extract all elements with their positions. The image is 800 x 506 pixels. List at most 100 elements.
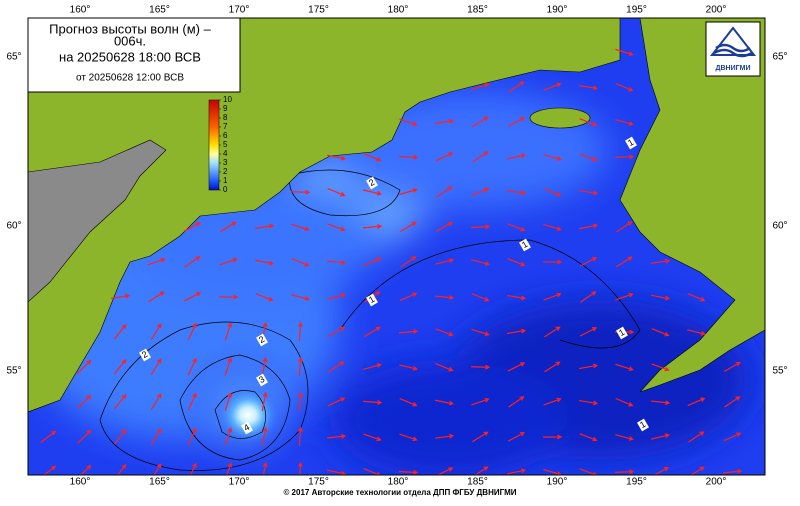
lat-label: 55° — [6, 366, 21, 377]
wave-arrow — [507, 432, 526, 442]
lon-label: 200° — [706, 477, 727, 488]
wave-arrow — [224, 357, 233, 376]
wave-arrow — [291, 294, 310, 301]
wave-arrow — [579, 468, 598, 475]
wave-arrow — [471, 397, 490, 406]
wave-arrow — [363, 468, 381, 475]
wave-arrow — [400, 256, 417, 268]
wave-arrow — [507, 468, 527, 475]
wave-arrow — [399, 397, 418, 407]
wave-arrow — [434, 295, 455, 301]
colorbar-label: 5 — [223, 140, 228, 149]
wave-arrow — [291, 257, 310, 267]
wave-arrow — [471, 259, 490, 266]
wave-arrow — [224, 322, 233, 341]
wave-arrow — [77, 429, 92, 444]
wave-arrow — [363, 433, 382, 442]
colorbar-label: 2 — [223, 167, 228, 176]
footer: © 2017 Авторские технологии отдела ДПП Ф… — [283, 488, 516, 497]
lon-label: 160° — [70, 477, 91, 488]
title-line: Прогноз высоты волн (м) – — [49, 21, 211, 36]
wave-arrow — [508, 81, 525, 93]
wave-arrow — [434, 118, 455, 124]
wave-arrow — [399, 118, 418, 127]
wave-arrow — [436, 186, 453, 198]
contour-label: 4 — [242, 422, 251, 433]
wave-arrow — [363, 326, 381, 338]
wave-arrow — [297, 391, 303, 412]
wave-arrow — [435, 328, 454, 337]
colorbar-label: 1 — [223, 176, 228, 185]
wave-arrow — [187, 322, 197, 341]
wave-arrow — [327, 326, 345, 338]
wave-arrow — [399, 433, 418, 442]
wave-arrow — [398, 329, 419, 334]
lon-label: 170° — [229, 477, 250, 488]
wave-arrow — [40, 430, 57, 443]
wave-arrow — [363, 189, 382, 196]
lat-label: 65° — [772, 52, 787, 63]
wave-arrow — [435, 399, 455, 406]
contour-label-bg — [625, 136, 637, 150]
lon-label: 180° — [388, 5, 409, 16]
wave-arrow — [543, 153, 562, 161]
wave-arrow — [77, 394, 92, 409]
wave-arrow — [187, 357, 197, 376]
wave-arrow — [326, 260, 347, 265]
wave-arrow — [150, 393, 162, 410]
wave-arrow — [471, 292, 490, 302]
wave-arrow — [508, 396, 525, 408]
wave-arrow — [543, 223, 562, 231]
wave-arrow — [77, 359, 92, 374]
wave-arrow — [544, 361, 561, 373]
wave-arrow — [362, 399, 383, 405]
wave-arrow — [579, 223, 599, 230]
wave-arrow — [579, 433, 598, 442]
wave-arrow — [651, 433, 670, 440]
colorbar-label: 3 — [223, 158, 228, 167]
contour-label-bg — [637, 418, 649, 432]
colorbar-label: 10 — [223, 95, 232, 104]
wave-arrow — [507, 258, 526, 267]
alaska — [619, 18, 765, 393]
wave-arrow — [187, 392, 197, 411]
contour-label: 2 — [257, 334, 266, 345]
wave-arrow — [399, 364, 418, 371]
wave-arrow — [470, 364, 491, 370]
kamchatka — [28, 139, 167, 303]
wave-arrow — [297, 461, 303, 475]
wave-arrow — [399, 188, 418, 196]
wave-arrow — [226, 462, 233, 475]
lon-label: 195° — [626, 477, 647, 488]
wave-arrow — [507, 362, 526, 372]
lat-label: 60° — [772, 221, 787, 232]
wave-arrow — [261, 426, 268, 446]
colorbar-label: 0 — [223, 185, 228, 194]
wave-arrow — [579, 85, 599, 91]
lon-label: 195° — [626, 5, 647, 16]
storm-center — [216, 385, 280, 445]
wave-arrow — [148, 291, 165, 303]
lon-label: 190° — [547, 5, 568, 16]
wave-arrow — [474, 466, 489, 475]
title-box — [27, 17, 241, 93]
wave-arrow — [543, 187, 562, 197]
wave-arrows — [40, 48, 743, 475]
logo-icon — [709, 26, 757, 56]
wave-arrow — [579, 257, 598, 267]
wave-arrow — [471, 187, 490, 196]
wave-arrow — [327, 293, 346, 300]
wave-arrow — [150, 323, 162, 340]
island — [529, 107, 591, 129]
wave-arrow — [147, 257, 166, 266]
wave-arrow — [651, 328, 670, 337]
contour-label-bg — [241, 421, 253, 435]
wave-arrow — [153, 463, 162, 475]
wave-arrow — [183, 222, 202, 232]
lon-label: 190° — [547, 477, 568, 488]
wave-arrow — [111, 293, 131, 300]
wave-arrow — [399, 221, 417, 233]
colorbar — [208, 99, 220, 191]
wave-arrow — [543, 468, 562, 475]
